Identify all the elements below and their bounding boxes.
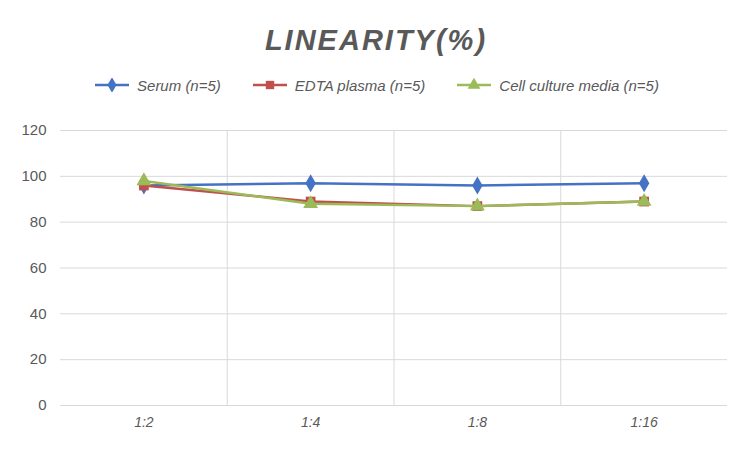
svg-text:100: 100 xyxy=(21,167,46,184)
html-text:Cell culture media (n=5): Cell culture media (n=5) xyxy=(499,76,659,94)
svg-text:20: 20 xyxy=(30,350,47,367)
svg-text:120: 120 xyxy=(21,121,46,138)
html-text:EDTA plasma (n=5): EDTA plasma (n=5) xyxy=(294,76,426,94)
svg-text:40: 40 xyxy=(30,305,47,322)
svg-text:80: 80 xyxy=(30,213,47,230)
svg-text:1:4: 1:4 xyxy=(301,414,321,430)
svg-text:1:16: 1:16 xyxy=(631,414,658,430)
svg-text:0: 0 xyxy=(38,396,46,413)
svg-text:1:2: 1:2 xyxy=(134,414,154,430)
svg-text:1:8: 1:8 xyxy=(468,414,488,430)
html-text:LINEARITY(%): LINEARITY(%) xyxy=(264,24,488,56)
svg-text:60: 60 xyxy=(30,259,47,276)
html-text:Serum (n=5): Serum (n=5) xyxy=(137,76,221,94)
